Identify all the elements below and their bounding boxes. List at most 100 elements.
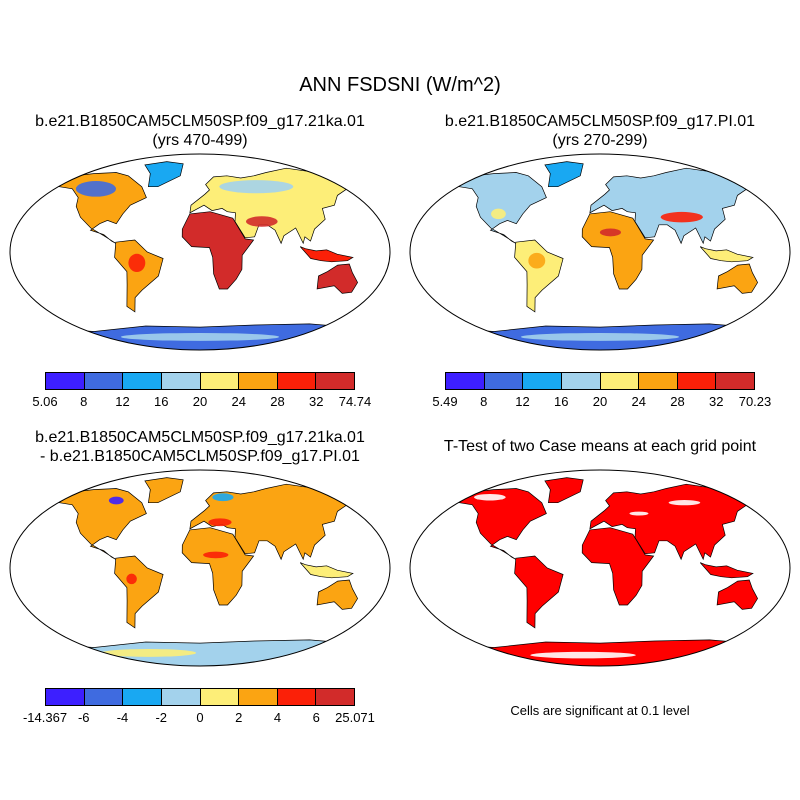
colorbar-tick-label: -4 xyxy=(116,710,129,725)
field-region xyxy=(520,333,680,341)
colorbar-tick-label: 20 xyxy=(192,394,208,409)
panel-title-control-line1: b.e21.B1850CAM5CLM50SP.f09_g17.PI.01 xyxy=(444,113,756,130)
panel-title-case-line1: b.e21.B1850CAM5CLM50SP.f09_g17.21ka.01 xyxy=(35,113,365,130)
significance-note: Cells are significant at 0.1 level xyxy=(510,703,690,718)
colorbar-tick-label: 2 xyxy=(235,710,243,725)
colorbar-tick-label: 28 xyxy=(670,394,685,409)
panel-title-control-line2: (yrs 270-299) xyxy=(552,132,648,149)
colorbar-swatch xyxy=(200,689,240,705)
colorbar-swatch xyxy=(600,373,640,389)
colorbar-tick-label: 74.74 xyxy=(338,394,372,409)
colorbar-swatch xyxy=(46,689,85,705)
landmass-indonesia xyxy=(699,246,754,263)
map-land-group xyxy=(37,477,365,666)
colorbar-swatch xyxy=(316,689,354,705)
map-ttest xyxy=(409,469,791,667)
colorbar-tick-label: 70.23 xyxy=(738,394,772,409)
field-region xyxy=(108,496,124,505)
landmass-southAmerica xyxy=(114,555,164,629)
colorbar-tick-label: -6 xyxy=(77,710,90,725)
colorbar-swatch xyxy=(277,689,317,705)
colorbar-tick-label: 6 xyxy=(312,710,320,725)
colorbar-tick-label: 25.071 xyxy=(335,710,375,725)
colorbar-tick-label: 16 xyxy=(554,394,569,409)
figure-title: ANN FSDSNI (W/m^2) xyxy=(299,74,501,96)
landmass-africa xyxy=(181,527,255,606)
panel-title-control: b.e21.B1850CAM5CLM50SP.f09_g17.PI.01 (yr… xyxy=(400,112,800,150)
colorbar-swatch xyxy=(161,689,201,705)
field-region xyxy=(120,333,280,341)
landmass-indonesia xyxy=(699,562,754,579)
colorbar-tick-label: 20 xyxy=(592,394,608,409)
field-region xyxy=(668,500,701,506)
field-region xyxy=(491,208,506,220)
landmass-greenland xyxy=(144,477,184,504)
landmass-indonesia xyxy=(299,562,354,579)
colorbar-swatch xyxy=(123,689,162,705)
map-land-group xyxy=(437,477,765,666)
colorbar-swatch xyxy=(46,373,85,389)
field-region xyxy=(75,181,116,197)
colorbar-swatch xyxy=(84,373,124,389)
field-region xyxy=(101,649,197,657)
colorbar-swatch xyxy=(161,373,201,389)
landmass-southAmerica xyxy=(514,555,564,629)
colorbar-tick-label: 8 xyxy=(480,394,488,409)
field-region xyxy=(203,551,229,559)
colorbar-tick-label: 8 xyxy=(80,394,88,409)
map-difference xyxy=(9,469,391,667)
colorbar-swatch xyxy=(123,373,162,389)
landmass-northAmerica xyxy=(446,172,547,244)
colorbar-tick-label: 5.49 xyxy=(432,394,458,409)
map-control xyxy=(409,153,791,351)
landmass-southAmerica xyxy=(514,239,564,313)
colorbar-tick-label: 28 xyxy=(270,394,285,409)
colorbar-case xyxy=(45,372,355,390)
map-border xyxy=(9,469,391,667)
panel-title-difference-line2: - b.e21.B1850CAM5CLM50SP.f09_g17.PI.01 xyxy=(40,448,360,465)
map-case xyxy=(9,153,391,351)
colorbar-tick-label: 32 xyxy=(309,394,324,409)
field-region xyxy=(530,651,636,659)
field-region xyxy=(629,511,649,516)
landmass-australia xyxy=(716,579,759,610)
colorbar-tick-label: 0 xyxy=(196,710,204,725)
colorbar-tick-label: -14.367 xyxy=(22,710,68,725)
map-border xyxy=(9,153,391,351)
colorbar-tick-label: 16 xyxy=(154,394,169,409)
map-border xyxy=(409,153,791,351)
field-region xyxy=(599,228,622,237)
landmass-australia xyxy=(316,579,359,610)
landmass-greenland xyxy=(544,477,584,504)
landmass-australia xyxy=(316,263,359,294)
colorbar-swatch xyxy=(677,373,717,389)
colorbar-swatch xyxy=(84,689,124,705)
field-region xyxy=(474,493,506,501)
colorbar-swatch xyxy=(239,373,278,389)
colorbar-difference xyxy=(45,688,355,706)
landmass-greenland xyxy=(144,161,184,188)
landmass-greenland xyxy=(544,161,584,188)
colorbar-swatch xyxy=(523,373,562,389)
panel-title-difference: b.e21.B1850CAM5CLM50SP.f09_g17.21ka.01 -… xyxy=(0,428,400,466)
colorbar-tick-label: -2 xyxy=(155,710,168,725)
field-region xyxy=(660,211,703,223)
landmass-northAmerica xyxy=(46,488,147,560)
colorbar-swatch xyxy=(277,373,317,389)
colorbar-tick-label: 12 xyxy=(115,394,130,409)
field-region xyxy=(208,518,232,527)
field-region xyxy=(128,253,146,273)
colorbar-control xyxy=(445,372,755,390)
field-region xyxy=(126,573,137,585)
landmass-northAmerica xyxy=(446,488,547,560)
field-region xyxy=(212,493,234,502)
colorbar-tick-label: 5.06 xyxy=(32,394,58,409)
field-region xyxy=(528,252,546,269)
colorbar-swatch xyxy=(716,373,754,389)
colorbar-tick-label: 24 xyxy=(231,394,246,409)
panel-title-case-line2: (yrs 470-499) xyxy=(152,132,248,149)
panel-title-case: b.e21.B1850CAM5CLM50SP.f09_g17.21ka.01 (… xyxy=(0,112,400,150)
colorbar-tick-label: 12 xyxy=(515,394,530,409)
landmass-africa xyxy=(581,527,655,606)
colorbar-swatch xyxy=(561,373,601,389)
